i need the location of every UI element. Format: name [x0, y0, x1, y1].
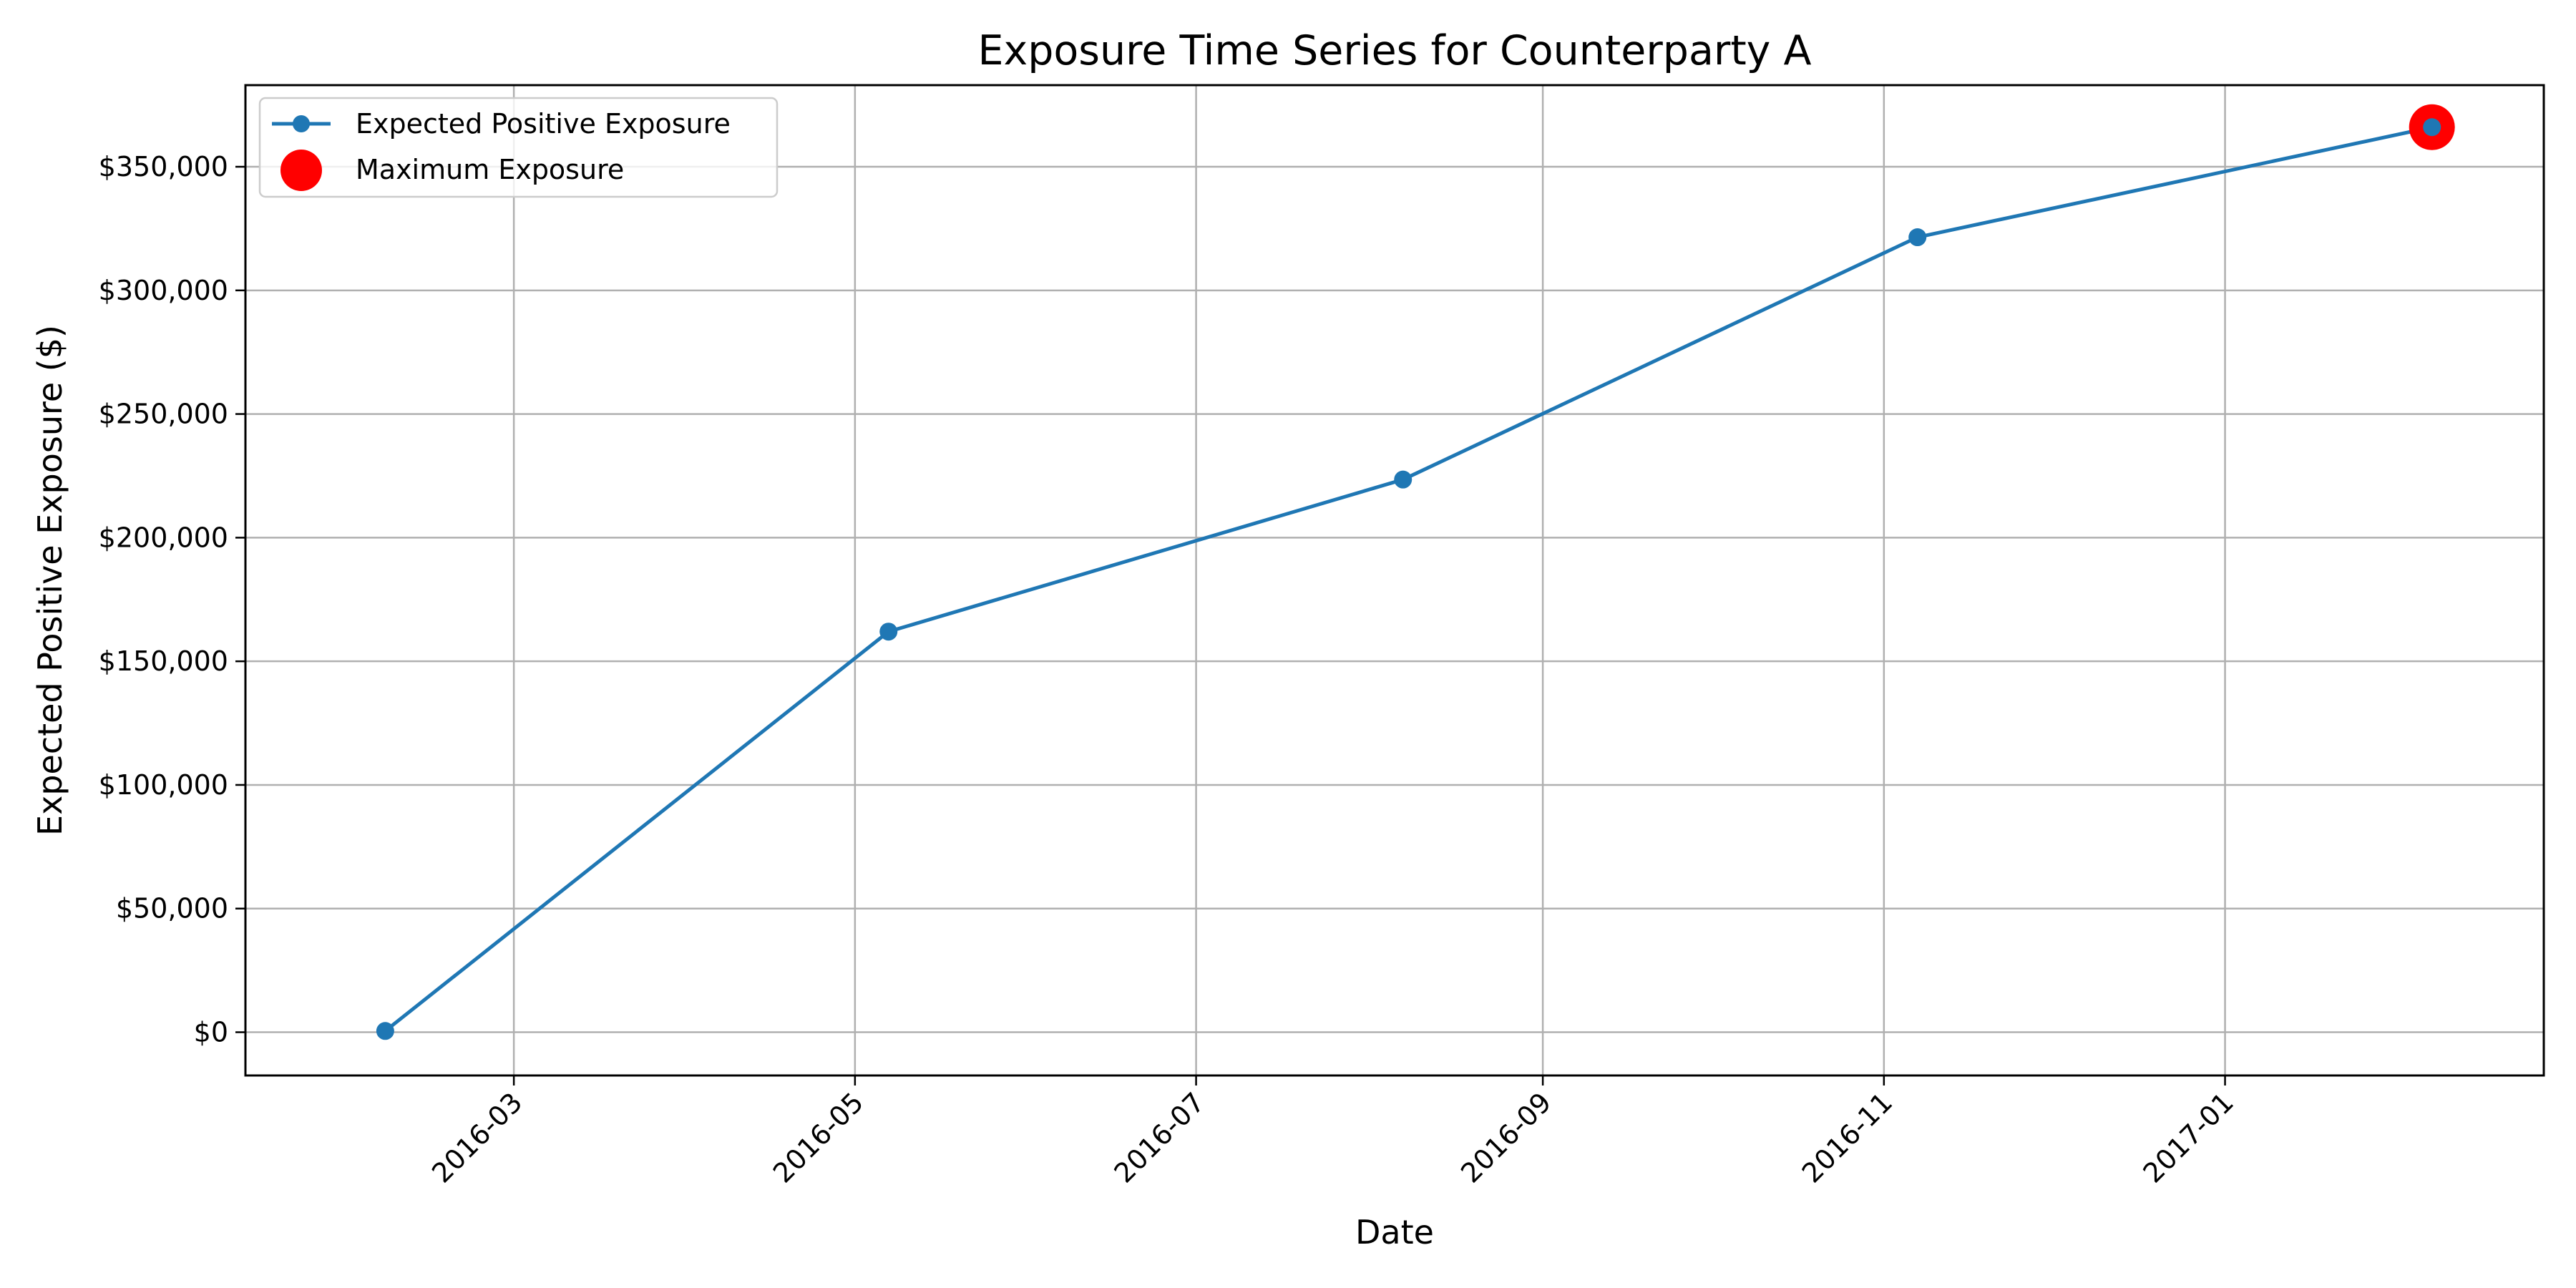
legend-marker-swatch	[293, 115, 310, 132]
legend-label-max: Maximum Exposure	[356, 154, 624, 185]
y-tick-label: $50,000	[116, 893, 228, 924]
epe-data-point	[1908, 228, 1927, 247]
y-tick: $100,000	[99, 769, 245, 801]
epe-data-point	[376, 1022, 394, 1040]
plot-frame	[244, 84, 2545, 1077]
y-tick: $150,000	[99, 645, 245, 677]
epe-data-point	[1394, 470, 1413, 489]
y-tick-label: $150,000	[99, 645, 228, 677]
x-axis-label: Date	[1355, 1213, 1434, 1252]
epe-data-point	[879, 623, 898, 641]
chart-title: Exposure Time Series for Counterparty A	[977, 27, 1811, 74]
y-tick-label: $250,000	[99, 399, 228, 430]
legend: Expected Positive Exposure Maximum Expos…	[258, 97, 779, 198]
legend-box	[258, 97, 779, 198]
series-layer	[376, 104, 2455, 1040]
y-axis-label: Expected Positive Exposure ($)	[31, 325, 69, 836]
y-axis: $0 $50,000 $100,000 $150,000 $200,000 $250,00…	[99, 151, 245, 1048]
epe-data-point	[2423, 118, 2441, 137]
y-tick-label: $0	[194, 1017, 228, 1048]
legend-label-epe: Expected Positive Exposure	[356, 108, 731, 140]
y-tick-label: $350,000	[99, 151, 228, 182]
legend-max-swatch	[280, 150, 322, 191]
y-tick-label: $100,000	[99, 769, 228, 801]
y-tick-label: $200,000	[99, 522, 228, 553]
y-tick: $250,000	[99, 399, 245, 430]
y-tick: $50,000	[116, 893, 245, 924]
grid-lines	[245, 85, 2544, 1075]
y-tick: $350,000	[99, 151, 245, 182]
y-tick: $0	[194, 1017, 245, 1048]
y-tick: $200,000	[99, 522, 245, 553]
y-tick: $300,000	[99, 275, 245, 306]
y-tick-label: $300,000	[99, 275, 228, 306]
